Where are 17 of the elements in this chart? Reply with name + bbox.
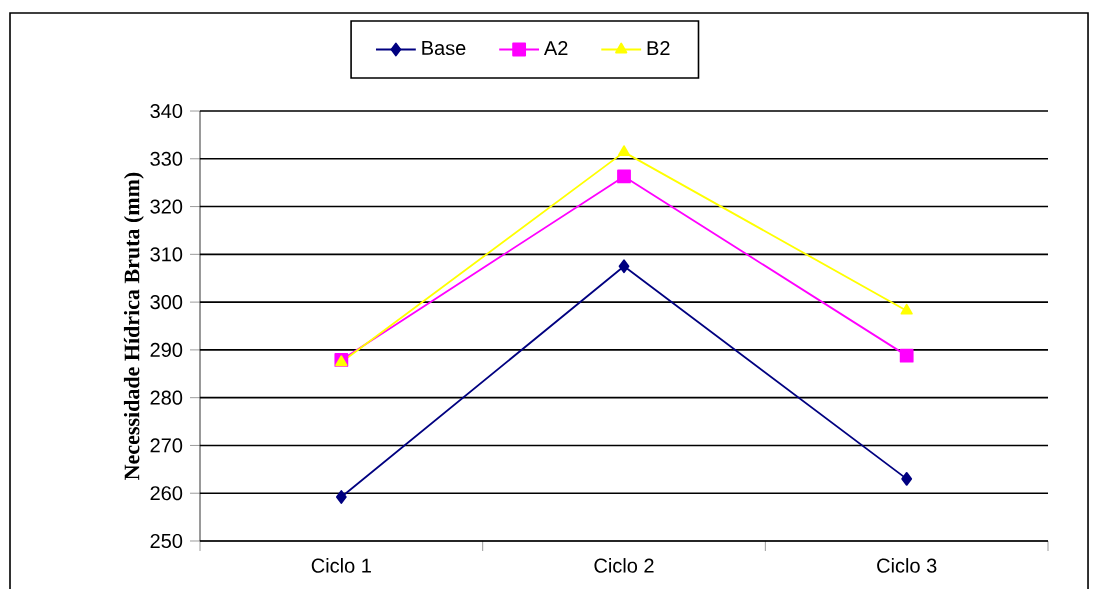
x-tick-label: Ciclo 1	[311, 558, 371, 573]
y-tick-label: 310	[150, 247, 183, 262]
y-tick-label: 340	[150, 103, 183, 119]
legend-label: A2	[543, 41, 568, 55]
legend-label: B2	[647, 41, 670, 55]
y-tick-label: 270	[150, 438, 183, 453]
x-tick-label: Ciclo 2	[594, 558, 654, 573]
y-tick-label: 330	[150, 151, 183, 166]
y-axis-title: Necessidade Hídrica Bruta (mm)	[123, 172, 144, 480]
y-tick-label: 290	[150, 342, 183, 357]
y-tick-label: 280	[150, 390, 183, 405]
y-tick-label: 250	[150, 533, 183, 549]
y-tick-label: 260	[150, 486, 183, 501]
y-tick-label: 300	[150, 295, 183, 310]
x-tick-label: Ciclo 3	[877, 558, 937, 573]
y-tick-label: 320	[150, 199, 183, 214]
legend-label: Base	[422, 41, 466, 56]
